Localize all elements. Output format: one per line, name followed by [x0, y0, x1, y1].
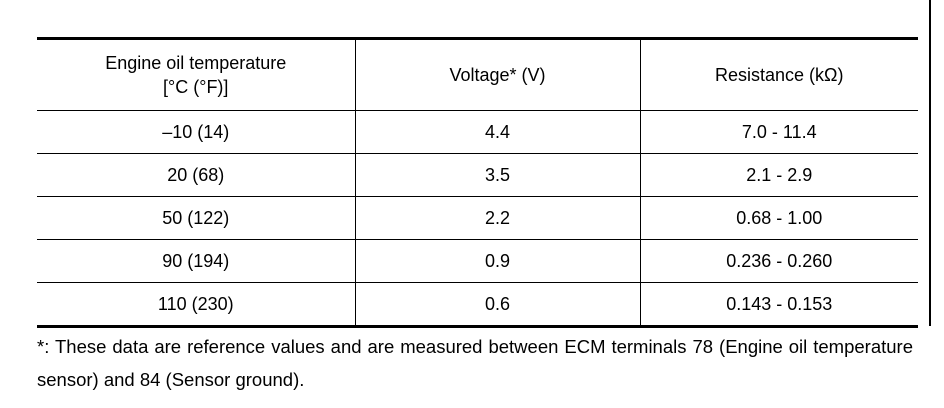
- header-row: Engine oil temperature [°C (°F)] Voltage* …: [37, 38, 918, 111]
- table-cell: 0.236 - 0.260: [639, 239, 918, 283]
- table-cell: 2.1 - 2.9: [639, 153, 918, 197]
- page-edge-line: [929, 0, 931, 326]
- table-cell: 110 (230): [37, 282, 355, 328]
- header-text: Voltage* (V): [449, 65, 546, 85]
- table-cell: –10 (14): [37, 110, 355, 154]
- table-row: 90 (194) 0.9 0.236 - 0.260: [37, 239, 918, 283]
- table-cell: 4.4: [354, 110, 640, 154]
- table-cell: 3.5: [354, 153, 640, 197]
- table-row: –10 (14) 4.4 7.0 - 11.4: [37, 110, 918, 154]
- table-row: 20 (68) 3.5 2.1 - 2.9: [37, 153, 918, 197]
- table-cell: 0.6: [354, 282, 640, 328]
- table-body: –10 (14) 4.4 7.0 - 11.4 20 (68) 3.5 2.1 - 2.9…: [37, 110, 918, 328]
- table-cell: 90 (194): [37, 239, 355, 283]
- table-row: 110 (230) 0.6 0.143 - 0.153: [37, 282, 918, 328]
- header-cell: Engine oil temperature [°C (°F)]: [37, 38, 355, 111]
- header-cell: Resistance (kΩ): [639, 38, 918, 111]
- footnote: *: These data are reference values and a…: [37, 336, 913, 390]
- header-text: Resistance (kΩ): [715, 65, 844, 85]
- table-cell: 0.143 - 0.153: [639, 282, 918, 328]
- table-cell: 7.0 - 11.4: [639, 110, 918, 154]
- header-text: [°C (°F)]: [163, 77, 229, 97]
- table-cell: 20 (68): [37, 153, 355, 197]
- table-cell: 0.9: [354, 239, 640, 283]
- data-table: Engine oil temperature [°C (°F)] Voltage* …: [37, 37, 918, 328]
- header-cell: Voltage* (V): [354, 38, 640, 111]
- table-cell: 50 (122): [37, 196, 355, 240]
- table-cell: 0.68 - 1.00: [639, 196, 918, 240]
- table-cell: 2.2: [354, 196, 640, 240]
- header-text: Engine oil temperature: [105, 53, 287, 73]
- table-row: 50 (122) 2.2 0.68 - 1.00: [37, 196, 918, 240]
